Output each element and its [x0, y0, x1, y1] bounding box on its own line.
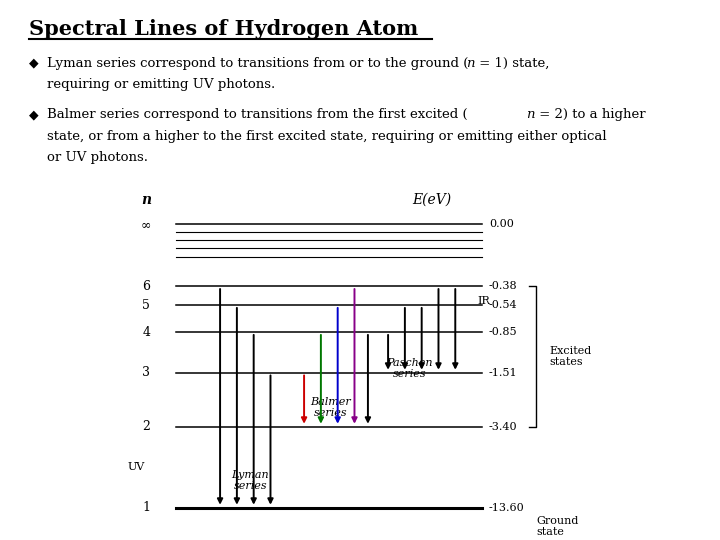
Text: 2: 2 — [143, 420, 150, 433]
Text: Excited
states: Excited states — [549, 346, 592, 367]
Text: 0.00: 0.00 — [489, 219, 514, 229]
Text: -0.38: -0.38 — [489, 281, 518, 291]
Text: ∞: ∞ — [141, 218, 151, 231]
Text: 1: 1 — [142, 501, 150, 514]
Text: Lyman
series: Lyman series — [232, 470, 269, 491]
Text: 5: 5 — [143, 299, 150, 312]
Text: -13.60: -13.60 — [489, 503, 525, 512]
Text: = 2) to a higher: = 2) to a higher — [535, 108, 646, 121]
Text: 3: 3 — [142, 366, 150, 379]
Text: -1.51: -1.51 — [489, 368, 518, 377]
Text: = 1) state,: = 1) state, — [475, 57, 549, 70]
Text: n: n — [467, 57, 475, 70]
Text: IR: IR — [477, 296, 490, 306]
Text: Balmer series correspond to transitions from the first excited (: Balmer series correspond to transitions … — [47, 108, 467, 121]
Text: 4: 4 — [142, 326, 150, 339]
Text: Paschen
series: Paschen series — [387, 357, 433, 379]
Text: -0.85: -0.85 — [489, 327, 518, 337]
Text: Balmer
series: Balmer series — [310, 397, 351, 418]
Text: or UV photons.: or UV photons. — [47, 151, 148, 164]
Text: -3.40: -3.40 — [489, 422, 518, 431]
Text: E(eV): E(eV) — [412, 193, 451, 207]
Text: -0.54: -0.54 — [489, 300, 518, 310]
Text: requiring or emitting UV photons.: requiring or emitting UV photons. — [47, 78, 275, 91]
Text: 6: 6 — [142, 280, 150, 293]
Text: state, or from a higher to the first excited state, requiring or emitting either: state, or from a higher to the first exc… — [47, 130, 606, 143]
Text: n: n — [141, 193, 151, 207]
Text: Lyman series correspond to transitions from or to the ground (: Lyman series correspond to transitions f… — [47, 57, 468, 70]
Text: UV: UV — [127, 462, 145, 472]
Text: Ground
state: Ground state — [536, 516, 578, 537]
Text: ◆: ◆ — [29, 57, 38, 70]
Text: Spectral Lines of Hydrogen Atom: Spectral Lines of Hydrogen Atom — [29, 19, 418, 39]
Text: n: n — [526, 108, 535, 121]
Text: ◆: ◆ — [29, 108, 38, 121]
